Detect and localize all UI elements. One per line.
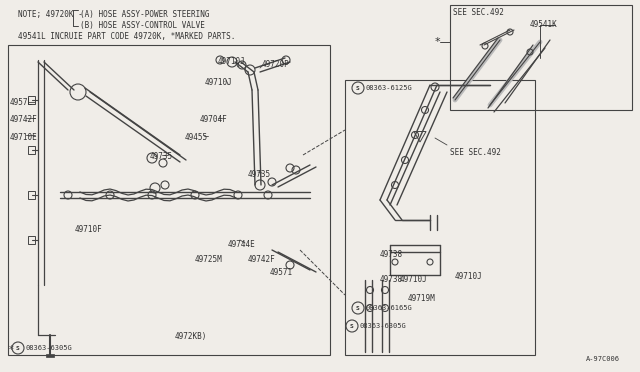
- Text: 49571: 49571: [270, 268, 293, 277]
- Text: S: S: [356, 86, 360, 90]
- Text: 49719M: 49719M: [408, 294, 436, 303]
- Text: 49742F: 49742F: [248, 255, 276, 264]
- Text: 49541L INCRUIE PART CODE 49720K, *MARKED PARTS.: 49541L INCRUIE PART CODE 49720K, *MARKED…: [18, 32, 236, 41]
- Text: 08363-6125G: 08363-6125G: [366, 85, 413, 91]
- Text: 4957L: 4957L: [10, 98, 33, 107]
- Text: SEE SEC.492: SEE SEC.492: [453, 8, 504, 17]
- Text: *: *: [9, 345, 13, 355]
- Text: 49738: 49738: [380, 275, 403, 284]
- Text: 49742F: 49742F: [10, 115, 38, 124]
- Text: (B) HOSE ASSY-CONTROL VALVE: (B) HOSE ASSY-CONTROL VALVE: [80, 21, 205, 30]
- Text: 49541K: 49541K: [530, 20, 557, 29]
- Text: S: S: [16, 346, 20, 350]
- Text: SEE SEC.492: SEE SEC.492: [450, 148, 501, 157]
- Text: 49738: 49738: [380, 250, 403, 259]
- Text: *: *: [434, 37, 440, 47]
- Text: NOTE; 49720K -: NOTE; 49720K -: [18, 10, 83, 19]
- Text: 49735: 49735: [150, 152, 173, 161]
- Text: 49720P: 49720P: [262, 60, 290, 69]
- Text: 49710J: 49710J: [218, 57, 246, 66]
- Text: 49710J: 49710J: [455, 272, 483, 281]
- Text: S: S: [350, 324, 354, 328]
- Text: S: S: [356, 305, 360, 311]
- Text: 49455: 49455: [185, 133, 208, 142]
- FancyBboxPatch shape: [46, 354, 54, 357]
- Text: 49704F: 49704F: [200, 115, 228, 124]
- Text: 49725M: 49725M: [195, 255, 223, 264]
- Text: 4972KB): 4972KB): [175, 332, 207, 341]
- Text: 08363-6305G: 08363-6305G: [26, 345, 73, 351]
- Text: 08363-6305G: 08363-6305G: [360, 323, 407, 329]
- Text: 49735: 49735: [248, 170, 271, 179]
- Text: 49744E: 49744E: [228, 240, 256, 249]
- Text: 08363-6165G: 08363-6165G: [366, 305, 413, 311]
- Text: A-97C006: A-97C006: [586, 356, 620, 362]
- Text: 49710E: 49710E: [10, 133, 38, 142]
- Text: 49710J: 49710J: [205, 78, 233, 87]
- Text: 49710J: 49710J: [400, 275, 428, 284]
- Text: (A) HOSE ASSY-POWER STEERING: (A) HOSE ASSY-POWER STEERING: [80, 10, 209, 19]
- Text: 49710F: 49710F: [75, 225, 103, 234]
